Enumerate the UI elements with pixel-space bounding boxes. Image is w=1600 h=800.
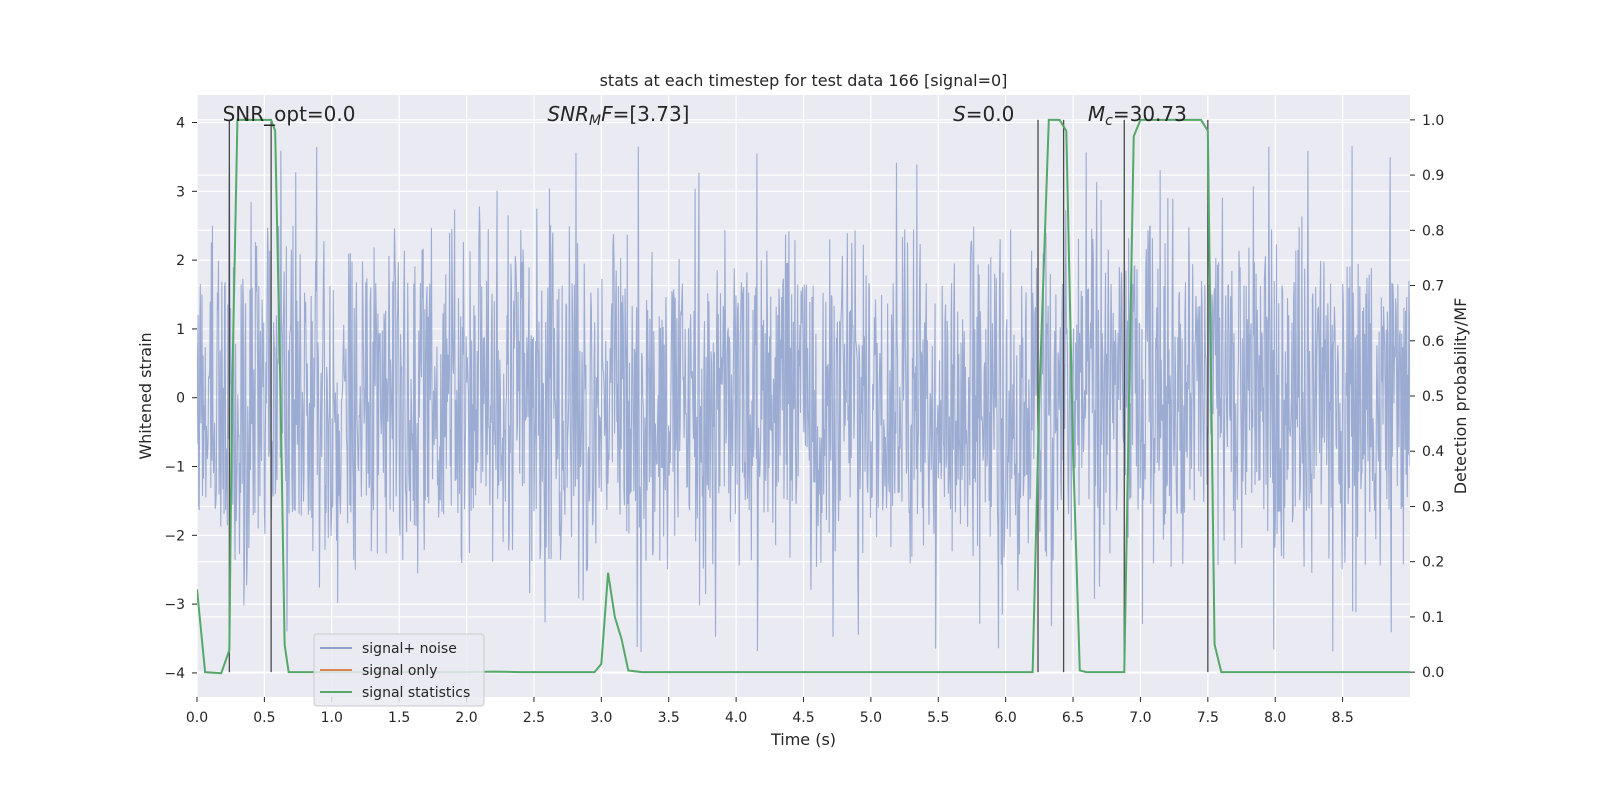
y2-tick-label: 1.0	[1422, 113, 1444, 129]
x-tick-label: 8.0	[1264, 710, 1286, 726]
x-tick-label: 2.0	[455, 710, 477, 726]
y-axis-label: Whitened strain	[136, 332, 155, 459]
legend-label-signal-statistics: signal statistics	[362, 685, 470, 701]
y-tick-label: 4	[176, 116, 185, 132]
y2-tick-label: 0.7	[1422, 279, 1444, 295]
plot-area: 0.0 0.5 1.0 1.5 2.0 2.5 3.0 3.5 4.0 4.5 5.0 5.5 6.0 6…	[164, 95, 1444, 726]
y2-tick-label: 0.1	[1422, 610, 1444, 626]
y-tick-label: 2	[176, 253, 185, 269]
x-tick-label: 5.0	[860, 710, 882, 726]
legend-label-signal-noise: signal+ noise	[362, 641, 457, 657]
x-tick-label: 0.0	[186, 710, 208, 726]
y2-tick-label: 0.4	[1422, 444, 1444, 460]
annotation-mc-subscript: c	[1105, 113, 1113, 129]
series-signal-statistics	[197, 118, 1410, 675]
x-tick-label: 3.5	[658, 710, 680, 726]
x-tick-label: 2.5	[523, 710, 545, 726]
annotation-snr-mf-symbol: SNR	[547, 102, 589, 126]
legend: signal+ noise signal only signal statist…	[313, 633, 485, 707]
chart-title: stats at each timestep for test data 166…	[600, 71, 1008, 90]
x-tick-label: 4.5	[792, 710, 814, 726]
annotation-snr-mf-symbol2: F	[601, 102, 613, 126]
x-tick-label: 7.0	[1129, 710, 1151, 726]
y2-tick-label: 0.9	[1422, 168, 1444, 184]
annotation-s-symbol: S	[953, 102, 966, 126]
y-tick-label: 3	[176, 184, 185, 200]
x-tick-label: 1.0	[321, 710, 343, 726]
y-tick-label: −2	[164, 528, 185, 544]
y-tick-label: −3	[164, 597, 185, 613]
legend-label-signal-only: signal only	[362, 663, 437, 679]
y-tick-label: 0	[176, 391, 185, 407]
annotation-snr-mf: SNRMF=[3.73]	[547, 102, 689, 129]
x-axis-label: Time (s)	[770, 730, 836, 749]
x-tick-label: 6.0	[995, 710, 1017, 726]
annotation-mc-symbol: M	[1088, 102, 1105, 126]
y-tick-label: 1	[176, 322, 185, 338]
x-tick-label: 8.5	[1331, 710, 1353, 726]
y-tick-label: −1	[164, 460, 185, 476]
y2-tick-label: 0.0	[1422, 665, 1444, 681]
x-tick-label: 6.5	[1062, 710, 1084, 726]
y2-axis-label: Detection probability/MF	[1451, 298, 1470, 495]
x-tick-label: 3.0	[590, 710, 612, 726]
y2-tick-label: 0.3	[1422, 499, 1444, 515]
x-tick-label: 0.5	[253, 710, 275, 726]
annotation-s: S=0.0	[953, 102, 1014, 126]
series-group	[197, 118, 1410, 675]
annotation-snr-mf-value: =[3.73]	[613, 102, 690, 126]
y-tick-label: −4	[164, 666, 185, 682]
x-tick-label: 1.5	[388, 710, 410, 726]
y2-tick-label: 0.6	[1422, 334, 1444, 350]
annotation-snr-opt: SNR_opt=0.0	[223, 102, 356, 126]
y2-tick-label: 0.8	[1422, 223, 1444, 239]
annotation-snr-mf-subscript: M	[589, 113, 601, 129]
annotation-s-value: =0.0	[966, 102, 1015, 126]
x-tick-label: 4.0	[725, 710, 747, 726]
legend-box	[313, 633, 485, 707]
annotation-mc: Mc=30.73	[1088, 102, 1187, 129]
x-tick-label: 7.5	[1197, 710, 1219, 726]
y2-tick-label: 0.2	[1422, 555, 1444, 571]
x-tick-label: 5.5	[927, 710, 949, 726]
annotation-mc-value: =30.73	[1113, 102, 1187, 126]
y2-tick-label: 0.5	[1422, 389, 1444, 405]
